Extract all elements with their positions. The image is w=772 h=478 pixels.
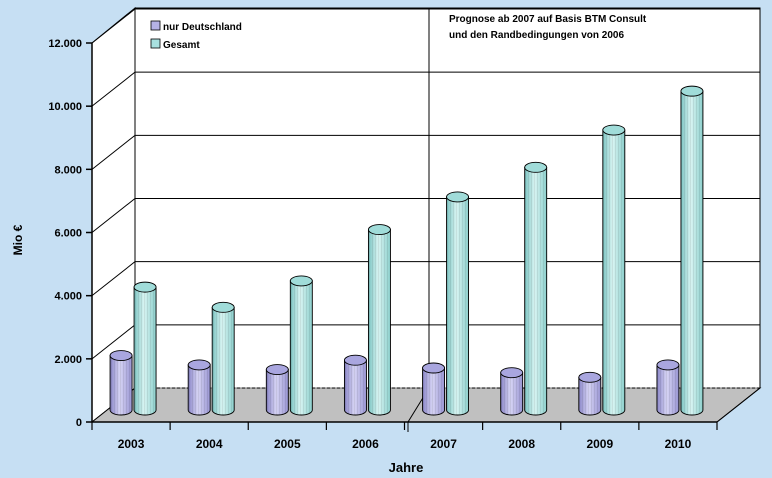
y-tick-label: 10.000 bbox=[48, 101, 82, 113]
legend-label-gesamt: Gesamt bbox=[163, 40, 200, 51]
legend-item-de: nur Deutschland bbox=[150, 20, 242, 33]
bar-de-2007 bbox=[422, 362, 446, 416]
bar-top bbox=[446, 191, 470, 203]
bar-top bbox=[343, 354, 367, 366]
bar-de-2004 bbox=[187, 359, 211, 416]
y-tick-label: 8.000 bbox=[54, 164, 82, 176]
bar-texture bbox=[344, 360, 367, 415]
bar-gesamt-2010 bbox=[680, 85, 704, 416]
bar-texture bbox=[680, 91, 703, 415]
bar-de-2009 bbox=[578, 371, 602, 416]
x-tick-label: 2003 bbox=[118, 437, 145, 451]
y-axis-title: Mio € bbox=[11, 224, 25, 255]
bar-texture bbox=[134, 287, 157, 415]
bar-gesamt-2004 bbox=[211, 301, 235, 416]
bar-texture bbox=[578, 377, 601, 415]
x-axis-right-edge bbox=[716, 387, 761, 423]
y-tick-label: 2.000 bbox=[54, 354, 82, 366]
bar-texture bbox=[446, 196, 469, 415]
bar-gesamt-2007 bbox=[446, 191, 470, 416]
gridline bbox=[91, 198, 760, 233]
bar-top bbox=[422, 362, 446, 374]
legend-label-de: nur Deutschland bbox=[163, 22, 242, 33]
x-tick-label: 2009 bbox=[586, 437, 613, 451]
bar-texture bbox=[188, 364, 211, 415]
bar-de-2006 bbox=[343, 354, 367, 416]
bar-top bbox=[265, 364, 289, 376]
x-tick-label: 2007 bbox=[430, 437, 457, 451]
forecast-note-line-1: Prognose ab 2007 auf Basis BTM Consult bbox=[449, 14, 647, 25]
bar-gesamt-2003 bbox=[133, 281, 157, 416]
bar-de-2010 bbox=[656, 359, 680, 416]
bar-texture bbox=[110, 355, 133, 415]
bar-top bbox=[133, 281, 157, 293]
gridline bbox=[91, 71, 760, 107]
x-tick-label: 2004 bbox=[196, 437, 223, 451]
gridline bbox=[91, 8, 760, 44]
legend: nur Deutschland Gesamt bbox=[150, 20, 242, 51]
gridline bbox=[91, 261, 760, 297]
bar-top bbox=[602, 124, 626, 136]
bar-top bbox=[367, 224, 391, 236]
gridlines bbox=[91, 8, 760, 389]
x-axis-title: Jahre bbox=[389, 460, 424, 475]
bar-de-2005 bbox=[265, 364, 289, 416]
bar-top bbox=[524, 161, 548, 173]
bar-texture bbox=[266, 369, 289, 415]
y-tick-label: 4.000 bbox=[54, 291, 82, 303]
x-axis-ticks: 2003 2004 2005 2006 2007 2008 2009 2010 bbox=[91, 422, 718, 451]
y-tick-label: 12.000 bbox=[48, 38, 82, 50]
x-tick-label: 2010 bbox=[665, 437, 692, 451]
bar-texture bbox=[368, 229, 391, 415]
forecast-annotation: Prognose ab 2007 auf Basis BTM Consult u… bbox=[449, 14, 647, 41]
legend-item-gesamt: Gesamt bbox=[150, 38, 200, 51]
forecast-note-line-2: und den Randbedingungen von 2006 bbox=[449, 30, 624, 41]
legend-swatch-de bbox=[150, 20, 161, 31]
bar-top bbox=[187, 359, 211, 371]
forecast-divider-line bbox=[407, 8, 430, 432]
bar-texture bbox=[500, 372, 523, 415]
bar-gesamt-2009 bbox=[602, 124, 626, 416]
bar-gesamt-2006 bbox=[367, 224, 391, 416]
bar-texture bbox=[422, 368, 445, 415]
bar-top bbox=[289, 275, 313, 287]
bar-texture bbox=[602, 130, 625, 416]
bar-top bbox=[656, 359, 680, 371]
bar-top bbox=[500, 367, 524, 379]
bar-texture bbox=[212, 307, 235, 415]
bars bbox=[109, 85, 704, 416]
x-tick-label: 2005 bbox=[274, 437, 301, 451]
x-tick-label: 2008 bbox=[508, 437, 535, 451]
bar-texture bbox=[524, 167, 547, 415]
bar-top bbox=[680, 85, 704, 97]
bar-top bbox=[578, 371, 602, 383]
bar-gesamt-2005 bbox=[289, 275, 313, 416]
bar-top bbox=[109, 350, 133, 362]
legend-swatch-gesamt bbox=[150, 38, 161, 49]
y-axis-ticks: 0 2.000 4.000 6.000 8.000 10.000 12.000 bbox=[48, 38, 92, 429]
bar-texture bbox=[656, 364, 679, 415]
bar-texture bbox=[290, 280, 313, 415]
y-tick-label: 6.000 bbox=[54, 228, 82, 240]
bar-gesamt-2008 bbox=[524, 161, 548, 416]
bar-de-2003 bbox=[109, 350, 133, 416]
x-tick-label: 2006 bbox=[352, 437, 379, 451]
bar-de-2008 bbox=[500, 367, 524, 416]
y-tick-label: 0 bbox=[76, 417, 82, 429]
gridline bbox=[91, 134, 760, 170]
bar-top bbox=[211, 301, 235, 313]
